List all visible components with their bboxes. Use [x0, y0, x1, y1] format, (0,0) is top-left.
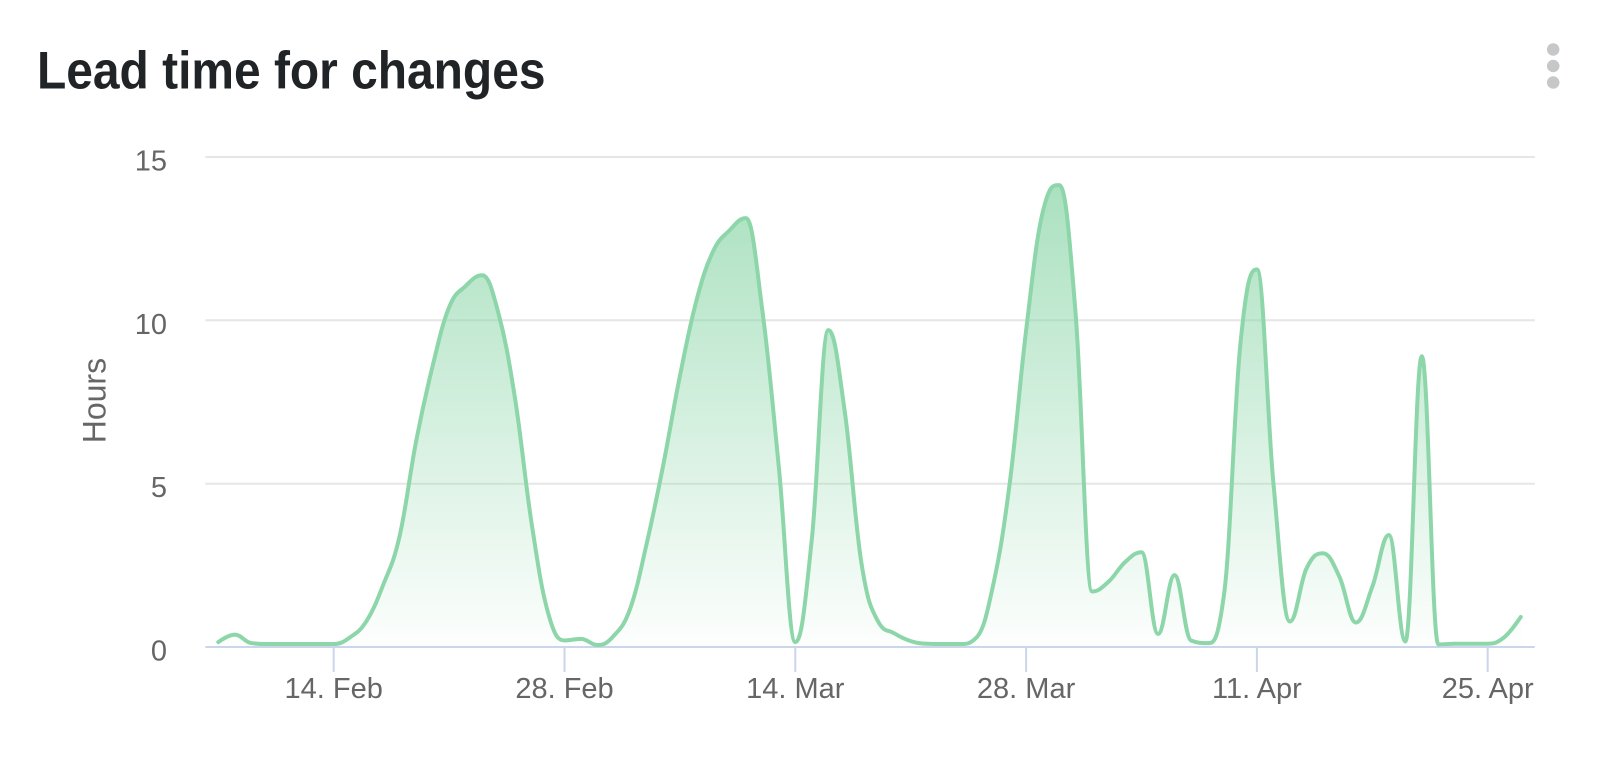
svg-text:25. Apr: 25. Apr	[1442, 673, 1534, 705]
svg-text:28. Mar: 28. Mar	[977, 673, 1076, 705]
svg-text:5: 5	[151, 472, 167, 504]
svg-text:15: 15	[135, 146, 167, 178]
svg-text:11. Apr: 11. Apr	[1212, 673, 1302, 705]
svg-text:28. Feb: 28. Feb	[515, 673, 613, 705]
svg-text:Lead time for changes: Lead time for changes	[37, 40, 545, 100]
svg-text:10: 10	[135, 309, 167, 341]
svg-text:14. Feb: 14. Feb	[285, 673, 383, 705]
svg-text:14. Mar: 14. Mar	[746, 673, 845, 705]
svg-text:0: 0	[151, 636, 167, 668]
svg-text:Hours: Hours	[77, 358, 113, 443]
